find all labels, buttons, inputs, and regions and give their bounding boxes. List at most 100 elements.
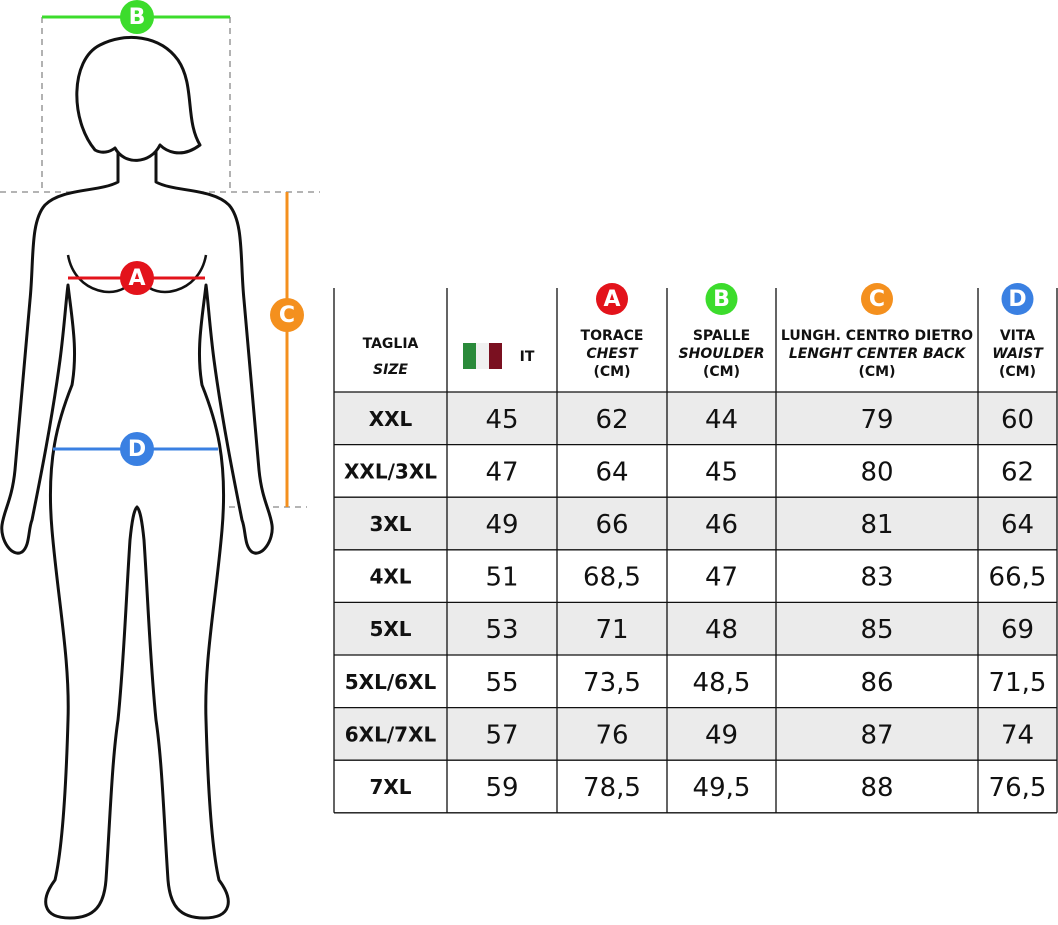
badge-letter: A (603, 287, 620, 312)
flag-stripe (489, 343, 502, 369)
letter-badge: A (596, 283, 628, 315)
row-shade (334, 392, 1057, 445)
column-subtitle: WAIST (992, 346, 1044, 362)
value-cell: 47 (705, 563, 738, 593)
column-subtitle: LENGHT CENTER BACK (789, 346, 967, 362)
value-cell: 44 (705, 405, 738, 435)
letter-badge: C (861, 283, 893, 315)
letter-badge: C (270, 298, 304, 332)
head (75, 35, 202, 162)
size-cell: 7XL (369, 775, 411, 799)
badge-circle (120, 261, 154, 295)
column-title: SPALLE (693, 328, 750, 344)
badge-letter: A (128, 266, 145, 291)
size-cell: XXL (369, 407, 413, 431)
value-cell: 88 (860, 773, 893, 803)
column-title: LUNGH. CENTRO DIETRO (781, 328, 973, 344)
value-cell: 80 (860, 457, 893, 487)
badge-letter: C (869, 287, 885, 312)
column-unit: (CM) (593, 364, 630, 380)
value-cell: 57 (485, 720, 518, 750)
row-shade (334, 707, 1057, 761)
size-header-sub: SIZE (373, 362, 408, 378)
value-cell: 62 (595, 405, 628, 435)
value-cell: 87 (860, 720, 893, 750)
value-cell: 49 (705, 720, 738, 750)
silhouette (0, 35, 274, 920)
value-cell: 79 (860, 405, 893, 435)
value-cell: 46 (705, 510, 738, 540)
letter-badge: D (120, 432, 154, 466)
value-cell: 47 (485, 457, 518, 487)
value-cell: 64 (595, 457, 628, 487)
size-header: TAGLIA (363, 336, 419, 352)
size-cell: 5XL/6XL (345, 670, 437, 694)
value-cell: 86 (860, 668, 893, 698)
badge-circle (270, 298, 304, 332)
value-cell: 49 (485, 510, 518, 540)
column-title: VITA (1000, 328, 1036, 344)
badge-circle (120, 432, 154, 466)
value-cell: 73,5 (583, 668, 641, 698)
value-cell: 81 (860, 510, 893, 540)
figure: A B C D (0, 0, 320, 920)
size-cell: 4XL (369, 565, 411, 589)
column-subtitle: SHOULDER (679, 346, 765, 362)
badge-letter: B (129, 5, 146, 30)
column-subtitle: CHEST (586, 346, 639, 362)
badge-circle (1001, 283, 1034, 315)
badge-letter: D (1008, 287, 1026, 312)
badge-circle (596, 283, 628, 315)
italy-flag (463, 343, 502, 369)
value-cell: 76,5 (989, 773, 1047, 803)
row-shade (334, 497, 1057, 550)
letter-badge: B (705, 283, 738, 315)
value-cell: 53 (485, 615, 518, 645)
value-cell: 51 (485, 563, 518, 593)
value-cell: 85 (860, 615, 893, 645)
badge-letter: C (279, 303, 295, 328)
flag-stripe (463, 343, 476, 369)
value-cell: 71,5 (989, 668, 1047, 698)
badge-circle (120, 0, 154, 34)
value-cell: 74 (1001, 720, 1034, 750)
column-unit: (CM) (999, 364, 1036, 380)
row-shade (334, 602, 1057, 655)
value-cell: 64 (1001, 510, 1034, 540)
badge-letter: B (713, 287, 730, 312)
value-cell: 66 (595, 510, 628, 540)
value-cell: 48,5 (693, 668, 751, 698)
value-cell: 76 (595, 720, 628, 750)
letter-badge: A (120, 261, 154, 295)
badge-circle (861, 283, 893, 315)
size-cell: 3XL (369, 512, 411, 536)
column-unit: (CM) (858, 364, 895, 380)
letter-badge: D (1001, 283, 1034, 315)
column-title: TORACE (581, 328, 644, 344)
value-cell: 62 (1001, 457, 1034, 487)
country-header: IT (520, 349, 535, 365)
letter-badge: B (120, 0, 154, 34)
value-cell: 59 (485, 773, 518, 803)
value-cell: 66,5 (989, 563, 1047, 593)
body-outline (0, 148, 274, 920)
value-cell: 49,5 (693, 773, 751, 803)
badge-circle (705, 283, 738, 315)
column-unit: (CM) (703, 364, 740, 380)
size-cell: 5XL (369, 617, 411, 641)
flag-stripe (476, 343, 489, 369)
value-cell: 71 (595, 615, 628, 645)
value-cell: 60 (1001, 405, 1034, 435)
size-table: TAGLIA SIZE IT A TORACE CHEST (CM) B SPALLE SHOUL… (333, 283, 1058, 814)
value-cell: 78,5 (583, 773, 641, 803)
value-cell: 69 (1001, 615, 1034, 645)
value-cell: 48 (705, 615, 738, 645)
value-cell: 45 (485, 405, 518, 435)
value-cell: 45 (705, 457, 738, 487)
size-cell: 6XL/7XL (345, 722, 437, 746)
value-cell: 55 (485, 668, 518, 698)
value-cell: 83 (860, 563, 893, 593)
badge-letter: D (128, 437, 146, 462)
size-cell: XXL/3XL (344, 459, 437, 483)
